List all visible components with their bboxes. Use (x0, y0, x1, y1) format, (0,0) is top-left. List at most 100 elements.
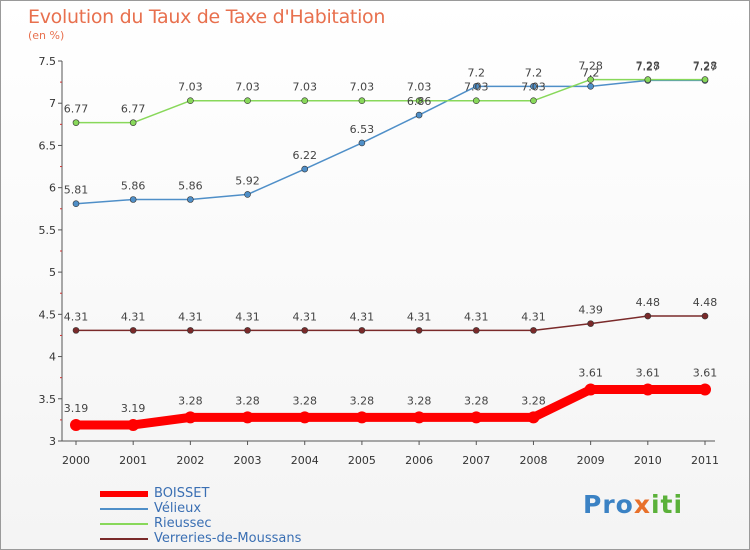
data-point-rieussec (472, 97, 480, 104)
data-label-rieussec: 7.28 (693, 60, 718, 73)
y-tick-label: 5 (49, 266, 56, 279)
data-label-rieussec: 7.03 (292, 81, 317, 94)
data-label-velieux: 7.2 (468, 66, 486, 79)
y-tick-label: 6.5 (39, 139, 57, 152)
data-label-verreries-de-moussans: 4.31 (121, 310, 146, 323)
data-label-rieussec: 6.77 (121, 103, 146, 116)
chart-series (70, 76, 711, 431)
y-tick-label: 3 (49, 435, 56, 448)
data-label-boisset: 3.61 (636, 366, 661, 379)
data-label-verreries-de-moussans: 4.31 (178, 310, 203, 323)
series-line-velieux (75, 79, 706, 205)
data-point-rieussec (301, 97, 309, 104)
data-label-verreries-de-moussans: 4.48 (693, 296, 718, 309)
data-label-verreries-de-moussans: 4.31 (292, 310, 317, 323)
data-point-velieux (415, 111, 423, 119)
data-point-velieux (187, 196, 194, 203)
chart-axes: 3 3.5 4 4.5 5 5.5 6 6.5 7 7.5 2000 2001 2002 2003 2004… (39, 55, 720, 467)
x-tick-label: 2007 (462, 454, 490, 467)
y-tick-label: 3.5 (39, 393, 57, 406)
data-point-velieux (72, 200, 80, 208)
data-point-boisset (355, 411, 368, 424)
data-label-rieussec: 7.03 (407, 81, 432, 94)
x-tick-label: 2011 (691, 454, 719, 467)
legend-item-verreries[interactable]: Verreries-de-Moussans (100, 531, 360, 547)
data-label-verreries-de-moussans: 4.48 (636, 296, 661, 309)
data-label-boisset: 3.19 (121, 402, 146, 415)
legend-swatch-boisset (100, 491, 148, 497)
data-label-rieussec: 7.28 (636, 60, 661, 73)
data-label-rieussec: 7.03 (178, 81, 203, 94)
legend-label-rieussec: Rieussec (154, 516, 212, 531)
x-tick-label: 2008 (519, 454, 547, 467)
data-point-velieux (530, 83, 537, 90)
series-line-boisset (71, 384, 710, 430)
data-point-verreries-de-moussans (72, 327, 80, 334)
data-label-verreries-de-moussans: 4.31 (464, 310, 489, 323)
y-tick-label: 7.5 (39, 55, 57, 68)
data-point-rieussec (129, 119, 137, 126)
data-point-boisset (127, 418, 140, 431)
legend-item-rieussec[interactable]: Rieussec (100, 516, 360, 532)
data-point-velieux (587, 83, 594, 90)
y-tick-label: 7 (49, 97, 56, 110)
data-point-velieux (301, 165, 309, 173)
data-label-boisset: 3.28 (521, 394, 546, 407)
legend-item-velieux[interactable]: Vélieux (100, 501, 360, 517)
data-label-rieussec: 7.03 (235, 81, 260, 94)
data-point-boisset (699, 383, 711, 396)
data-label-velieux: 6.53 (350, 123, 375, 136)
data-label-velieux: 5.92 (235, 174, 260, 187)
data-label-verreries-de-moussans: 4.31 (235, 310, 260, 323)
proxiti-logo: Proxiti (583, 490, 683, 519)
data-point-boisset (241, 411, 254, 424)
data-point-velieux (244, 191, 251, 198)
logo-part-2: x (633, 490, 651, 519)
data-label-velieux: 7.2 (525, 66, 543, 79)
data-point-velieux (129, 196, 137, 203)
data-label-verreries-de-moussans: 4.31 (521, 310, 546, 323)
data-point-rieussec (530, 97, 537, 104)
data-point-rieussec (358, 97, 366, 104)
data-label-boisset: 3.28 (350, 394, 375, 407)
data-point-verreries-de-moussans (301, 327, 309, 334)
data-point-rieussec (415, 97, 423, 104)
x-tick-label: 2000 (62, 454, 90, 467)
data-label-rieussec: 6.77 (64, 103, 89, 116)
data-label-boisset: 3.19 (64, 402, 89, 415)
data-label-velieux: 7.27 (636, 60, 661, 73)
x-tick-label: 2006 (405, 454, 433, 467)
data-point-boisset (470, 411, 483, 424)
data-point-rieussec (187, 97, 194, 104)
x-tick-label: 2001 (119, 454, 147, 467)
data-label-boisset: 3.28 (292, 394, 317, 407)
x-tick-label: 2003 (234, 454, 262, 467)
data-point-verreries-de-moussans (587, 320, 594, 327)
data-label-velieux: 6.86 (407, 95, 432, 108)
legend-item-boisset[interactable]: BOISSET (100, 486, 360, 502)
data-point-boisset (641, 383, 654, 396)
data-point-verreries-de-moussans (358, 327, 366, 334)
data-point-verreries-de-moussans (244, 327, 251, 334)
data-label-boisset: 3.61 (693, 366, 718, 379)
x-tick-label: 2010 (634, 454, 662, 467)
legend-swatch-rieussec (100, 523, 148, 525)
data-label-rieussec: 7.03 (521, 81, 546, 94)
data-label-velieux: 5.86 (178, 179, 203, 192)
data-point-rieussec (701, 76, 709, 83)
data-label-verreries-de-moussans: 4.31 (64, 310, 89, 323)
data-point-velieux (358, 139, 366, 147)
data-point-verreries-de-moussans (472, 327, 480, 334)
y-tick-label: 6 (49, 182, 56, 195)
data-label-verreries-de-moussans: 4.31 (350, 310, 375, 323)
series-line-verreries-de-moussans (75, 315, 706, 332)
data-label-rieussec: 7.28 (578, 60, 603, 73)
x-tick-label: 2005 (348, 454, 376, 467)
data-point-verreries-de-moussans (187, 327, 194, 334)
data-label-velieux: 5.86 (121, 179, 146, 192)
data-point-boisset (298, 411, 311, 424)
data-point-boisset (527, 411, 540, 424)
series-line-rieussec (75, 78, 706, 124)
